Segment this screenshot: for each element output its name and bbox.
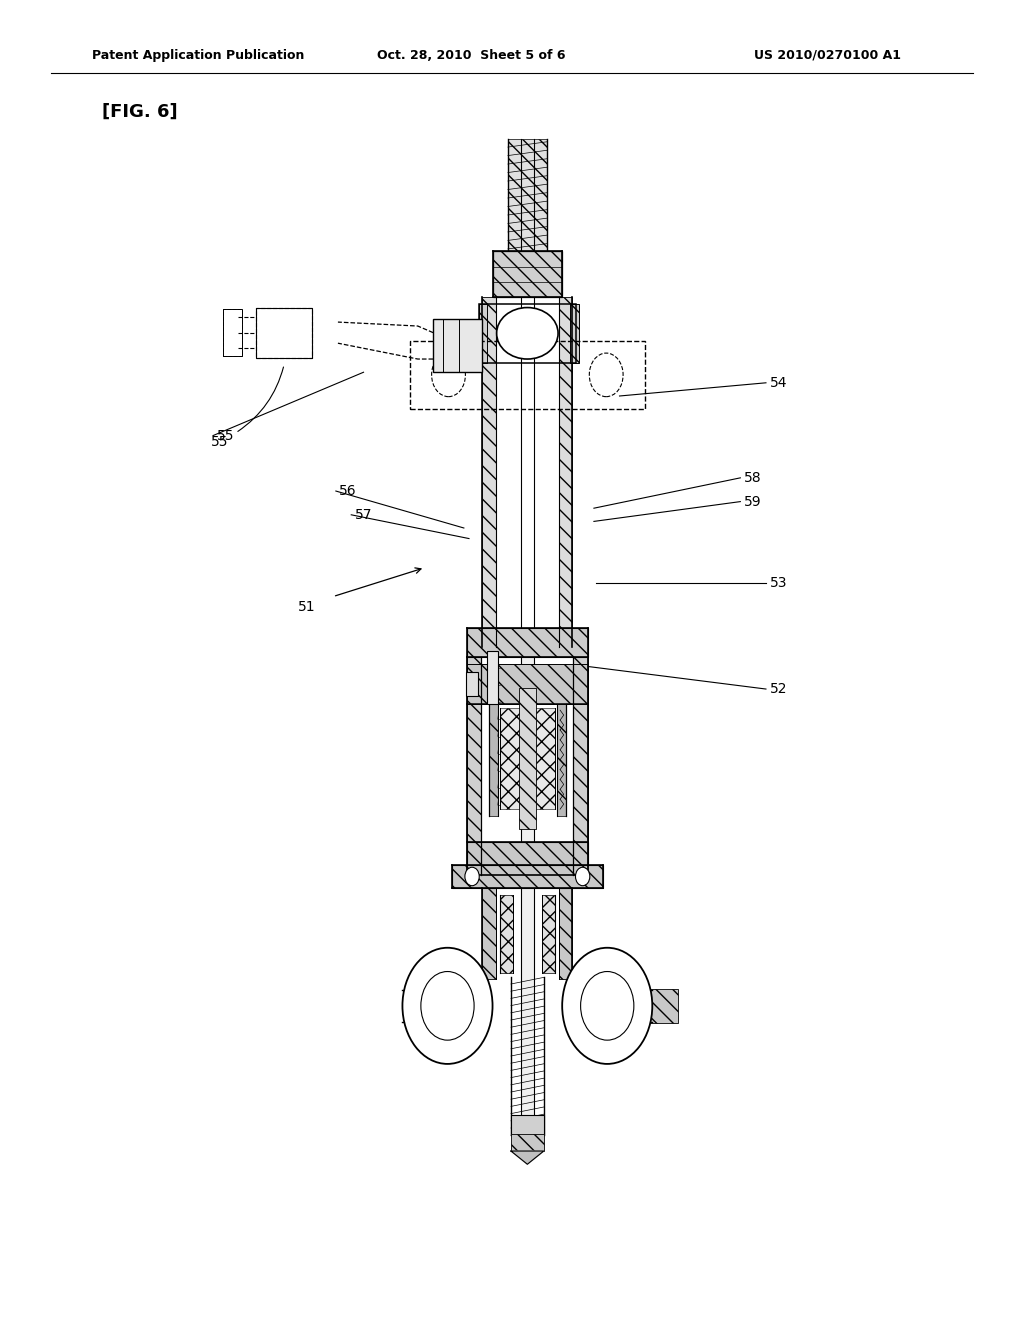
Bar [511,1115,544,1135]
Circle shape [575,867,590,886]
Bar [479,304,487,363]
Bar [425,989,466,1023]
Bar [500,895,513,973]
Circle shape [402,948,493,1064]
Text: 59: 59 [743,495,762,508]
Bar [573,657,588,875]
Bar [487,651,498,704]
Text: 54: 54 [769,376,787,389]
Text: 53: 53 [769,577,787,590]
Bar [482,297,496,647]
Bar [467,664,588,704]
Text: [FIG. 6]: [FIG. 6] [102,103,178,121]
Bar [452,865,603,888]
Text: US 2010/0270100 A1: US 2010/0270100 A1 [754,49,901,62]
Text: 51: 51 [298,601,316,614]
Bar [433,319,482,372]
Ellipse shape [590,352,623,396]
Bar [482,888,496,979]
Bar [542,895,555,973]
Ellipse shape [432,352,465,396]
Bar [557,704,565,816]
Bar [466,672,478,696]
Text: Oct. 28, 2010  Sheet 5 of 6: Oct. 28, 2010 Sheet 5 of 6 [377,49,565,62]
Bar [489,704,498,816]
Text: 52: 52 [769,682,787,696]
Circle shape [562,948,652,1064]
Bar [559,888,572,979]
Circle shape [581,972,634,1040]
Bar [223,309,242,356]
Text: 57: 57 [354,508,373,521]
Bar [589,989,630,1023]
Bar [500,708,555,809]
Bar [508,139,547,257]
Bar [467,657,481,875]
Bar [256,308,312,358]
Bar [521,139,535,1148]
Bar [496,297,559,647]
Bar [570,304,580,363]
Text: Patent Application Publication: Patent Application Publication [92,49,304,62]
Text: 58: 58 [743,471,762,484]
Bar [519,688,536,829]
Bar [432,989,468,1023]
Bar [511,1134,544,1151]
Bar [559,297,572,647]
Circle shape [465,867,479,886]
Bar [479,304,575,363]
Text: 56: 56 [339,484,357,498]
Bar [642,989,678,1023]
Circle shape [421,972,474,1040]
Bar [467,842,588,875]
Bar [467,628,588,657]
Bar [493,251,562,297]
Bar [256,308,312,358]
Text: 55: 55 [216,429,234,442]
Bar [410,341,645,409]
Ellipse shape [497,308,558,359]
Polygon shape [511,1151,544,1164]
Text: 55: 55 [211,436,229,449]
Bar [223,309,242,356]
